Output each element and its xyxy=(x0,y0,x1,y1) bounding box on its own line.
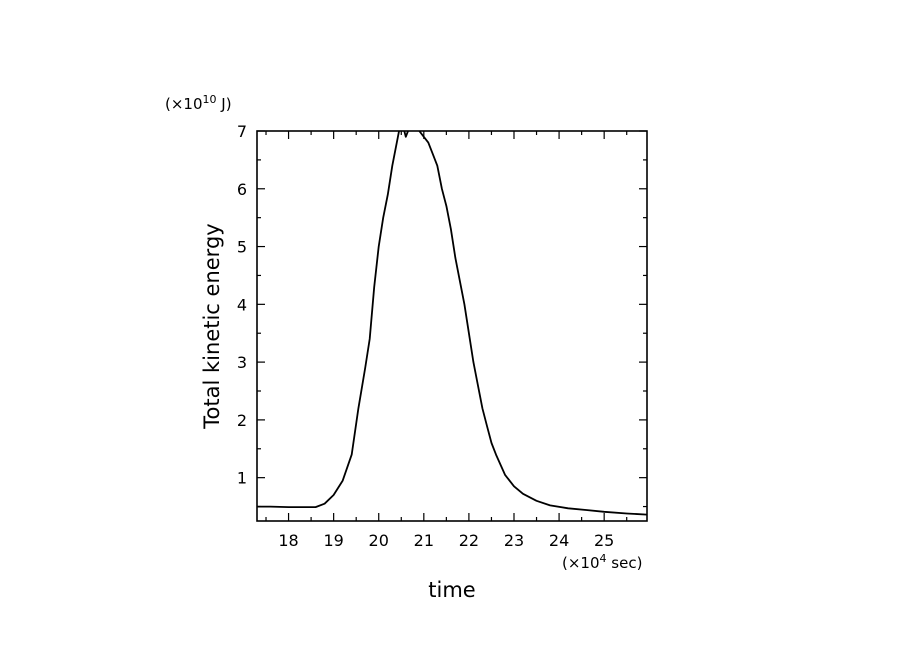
plot-frame xyxy=(256,130,648,522)
y-tick-label: 1 xyxy=(237,469,247,488)
x-tick-label: 25 xyxy=(594,531,614,550)
y-axis-title: Total kinetic energy xyxy=(200,223,224,429)
tick-marks xyxy=(257,130,647,521)
y-tick-label: 6 xyxy=(237,180,247,199)
x-tick-label: 23 xyxy=(504,531,524,550)
x-tick-label: 19 xyxy=(323,531,343,550)
y-tick-label: 5 xyxy=(237,238,247,257)
y-tick-label: 7 xyxy=(237,122,247,141)
y-tick-label: 4 xyxy=(237,295,247,314)
x-unit-label: (×104 sec) xyxy=(562,552,642,572)
x-tick-label: 18 xyxy=(278,531,298,550)
x-axis-title: time xyxy=(428,578,475,602)
x-tick-label: 21 xyxy=(414,531,434,550)
x-tick-label: 24 xyxy=(549,531,569,550)
x-tick-label: 20 xyxy=(369,531,389,550)
series-line xyxy=(257,131,647,516)
y-tick-label: 3 xyxy=(237,353,247,372)
y-unit-label: (×1010 J) xyxy=(165,93,232,113)
series-layer xyxy=(257,131,647,516)
y-tick-label: 2 xyxy=(237,411,247,430)
x-tick-label: 22 xyxy=(459,531,479,550)
